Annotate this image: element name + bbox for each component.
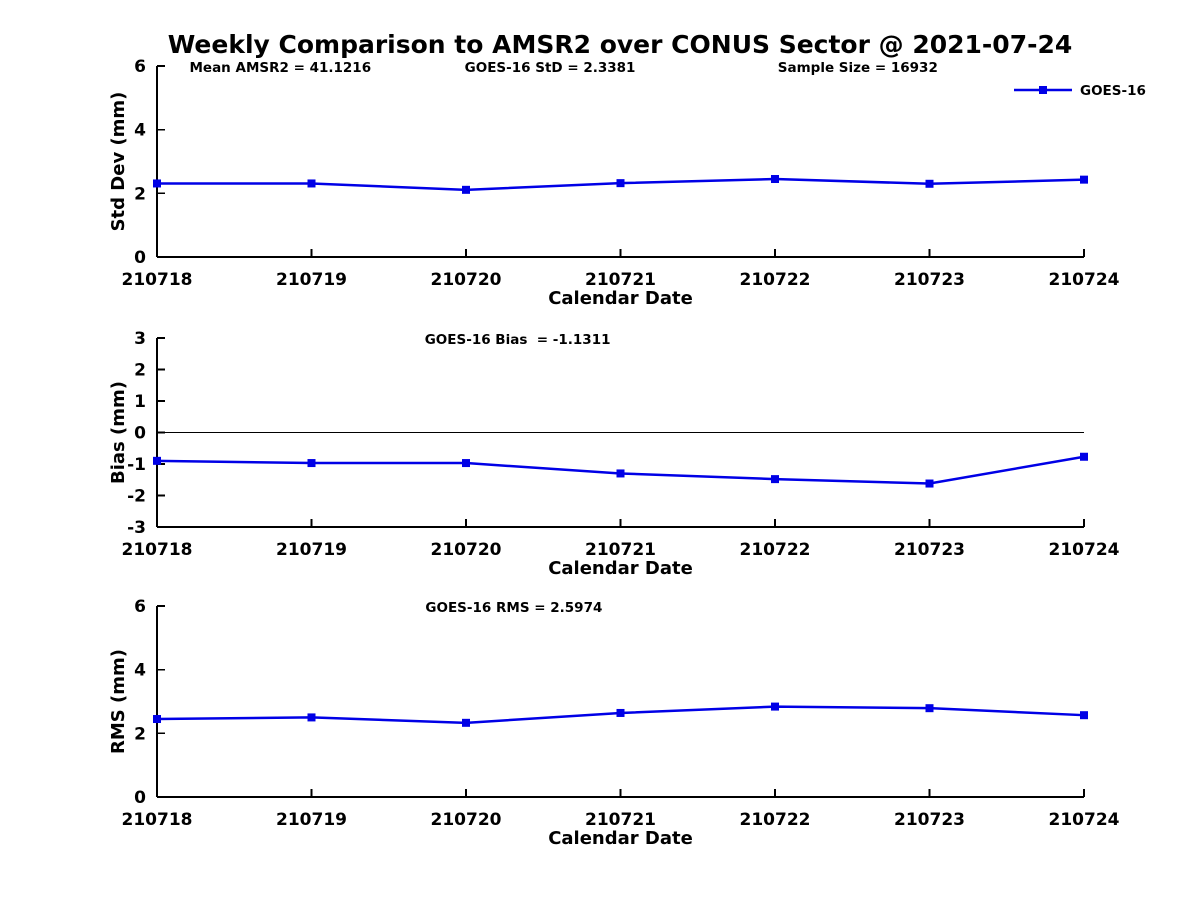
data-point-marker [307, 713, 316, 722]
x-tick-label: 210722 [740, 540, 811, 560]
y-tick-label: 1 [134, 392, 146, 412]
page-title: Weekly Comparison to AMSR2 over CONUS Se… [168, 30, 1073, 59]
data-point-marker [1080, 452, 1088, 461]
y-tick-label: 2 [134, 184, 146, 204]
y-tick-label: -1 [127, 455, 146, 475]
stat-annotation: Mean AMSR2 = 41.1216 [189, 60, 371, 76]
x-tick-label: 210722 [740, 810, 811, 830]
y-tick-label: 6 [134, 57, 146, 77]
stat-annotation: GOES-16 Bias = -1.1311 [425, 332, 611, 348]
subplots-group: 0 2 4 6 210718 210719 210720 210721 210722 210723… [108, 57, 1146, 849]
data-point-marker [153, 715, 161, 724]
data-point-marker [307, 179, 316, 188]
stat-annotation: GOES-16 StD = 2.3381 [465, 60, 636, 76]
x-tick-label: 210724 [1049, 270, 1120, 290]
data-point-marker [925, 479, 934, 488]
x-tick-label: 210718 [122, 540, 193, 560]
x-tick-label: 210719 [276, 810, 347, 830]
x-tick-label: 210721 [585, 810, 656, 830]
y-tick-label: 3 [134, 329, 146, 349]
data-point-marker [616, 708, 625, 717]
x-tick-label: 210720 [431, 810, 502, 830]
legend: GOES-16 [1014, 83, 1146, 99]
x-tick-label: 210723 [894, 270, 965, 290]
x-axis-label: Calendar Date [548, 828, 693, 849]
data-point-marker [616, 179, 625, 188]
data-point-marker [153, 179, 161, 188]
y-tick-label: 2 [134, 724, 146, 744]
x-tick-label: 210718 [122, 270, 193, 290]
y-tick-label: 2 [134, 361, 146, 381]
subplot-3: 0 2 4 6 210718 210719 210720 210721 210722 210723… [108, 597, 1120, 849]
data-point-marker [771, 702, 779, 711]
y-axis-label: Std Dev (mm) [108, 92, 129, 232]
x-tick-label: 210720 [431, 270, 502, 290]
y-tick-label: -3 [127, 518, 146, 538]
subplot-2: -3 -2 -1 0 1 2 3 210718 210719 210720 210721 210722… [108, 329, 1120, 579]
x-tick-label: 210721 [585, 540, 656, 560]
data-point-marker [462, 185, 470, 194]
x-tick-label: 210718 [122, 810, 193, 830]
x-axis-label: Calendar Date [548, 558, 693, 579]
y-axis-label: RMS (mm) [108, 649, 129, 754]
x-tick-label: 210721 [585, 270, 656, 290]
y-tick-label: 4 [134, 121, 146, 141]
data-point-marker [1080, 175, 1088, 184]
y-tick-label: 0 [134, 248, 146, 268]
x-axis-label: Calendar Date [548, 288, 693, 309]
y-tick-label: 6 [134, 597, 146, 617]
subplot-1: 0 2 4 6 210718 210719 210720 210721 210722 210723… [108, 57, 1146, 309]
data-point-marker [1080, 711, 1088, 720]
data-point-marker [925, 704, 934, 713]
data-point-marker [462, 459, 470, 468]
x-tick-label: 210719 [276, 540, 347, 560]
legend-marker-icon [1039, 86, 1047, 94]
x-tick-label: 210724 [1049, 540, 1120, 560]
data-point-marker [616, 469, 625, 478]
stat-annotation: Sample Size = 16932 [778, 60, 938, 76]
stat-annotation: GOES-16 RMS = 2.5974 [425, 600, 602, 616]
legend-label: GOES-16 [1080, 83, 1146, 99]
x-tick-label: 210720 [431, 540, 502, 560]
data-point-marker [925, 179, 934, 188]
data-point-marker [771, 175, 779, 184]
y-axis-label: Bias (mm) [108, 381, 129, 484]
y-tick-label: -2 [127, 487, 146, 507]
x-tick-label: 210723 [894, 540, 965, 560]
x-tick-label: 210722 [740, 270, 811, 290]
y-tick-label: 0 [134, 424, 146, 444]
y-tick-label: 0 [134, 788, 146, 808]
data-point-marker [771, 475, 779, 484]
x-tick-label: 210723 [894, 810, 965, 830]
x-tick-label: 210724 [1049, 810, 1120, 830]
x-tick-label: 210719 [276, 270, 347, 290]
data-point-marker [307, 459, 316, 468]
data-point-marker [153, 456, 161, 465]
y-tick-label: 4 [134, 661, 146, 681]
data-point-marker [462, 718, 470, 727]
